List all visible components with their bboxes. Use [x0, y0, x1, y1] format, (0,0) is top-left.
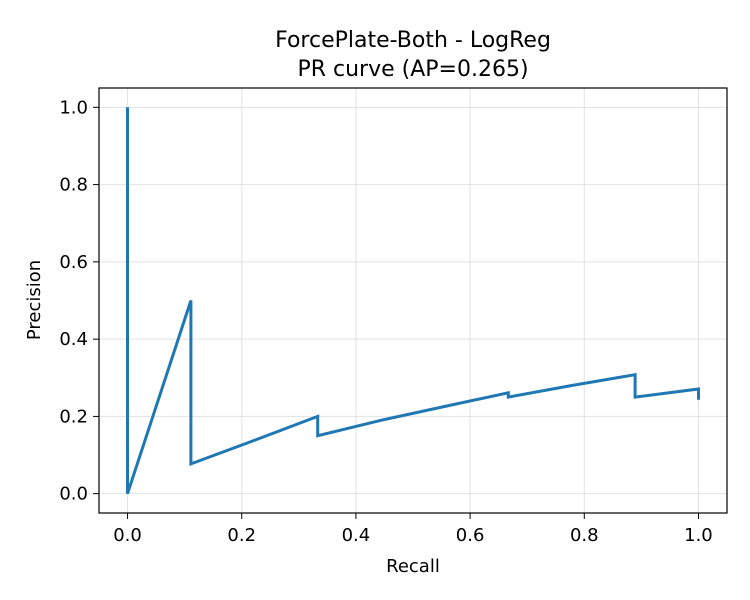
- y-tick-label: 0.2: [59, 406, 88, 427]
- y-tick-label: 0.8: [59, 175, 88, 196]
- y-tick-label: 0.6: [59, 252, 88, 273]
- x-tick-label: 0.4: [342, 525, 371, 546]
- chart-title-line1: ForcePlate-Both - LogReg: [275, 28, 551, 53]
- series-layer: [126, 107, 700, 495]
- x-tick-label: 1.0: [684, 525, 713, 546]
- axis-ticks: 0.0 0.2 0.4 0.6 0.8 1.0 0.0 0.2 0.4 0.6 0.8 1.0: [59, 97, 712, 546]
- pr-curve-line: [126, 107, 700, 495]
- chart-title-line2: PR curve (AP=0.265): [297, 57, 528, 82]
- x-axis-label: Recall: [386, 556, 440, 577]
- x-tick-label: 0.0: [113, 525, 142, 546]
- y-tick-label: 0.0: [59, 484, 88, 505]
- x-tick-label: 0.6: [456, 525, 485, 546]
- x-tick-label: 0.8: [570, 525, 599, 546]
- grid-lines: [99, 88, 727, 513]
- y-tick-label: 1.0: [59, 97, 88, 118]
- plot-frame: [98, 87, 728, 514]
- x-tick-label: 0.2: [227, 525, 256, 546]
- y-tick-label: 0.4: [59, 329, 88, 350]
- y-axis-label: Precision: [24, 260, 45, 340]
